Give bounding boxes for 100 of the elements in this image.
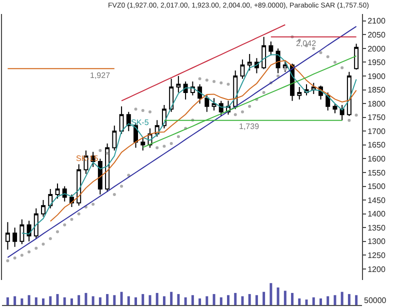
y-tick-label: 1850	[368, 86, 386, 95]
bar	[20, 298, 24, 305]
bar	[348, 294, 350, 305]
point	[112, 193, 116, 196]
candlestick	[204, 94, 210, 112]
bar	[70, 298, 73, 305]
bar	[284, 290, 286, 305]
point	[226, 82, 230, 86]
point	[276, 74, 280, 78]
point	[48, 237, 52, 240]
bar	[319, 298, 322, 305]
bar	[42, 298, 45, 305]
point	[212, 80, 216, 84]
y-tick-label: 1250	[368, 250, 386, 260]
bar	[6, 297, 9, 305]
text: 50000	[364, 296, 387, 305]
point	[148, 110, 152, 114]
candlestick	[140, 138, 146, 151]
bar	[191, 295, 194, 305]
bar	[355, 295, 358, 305]
bar	[184, 297, 187, 305]
bar	[276, 287, 280, 305]
bar	[98, 297, 102, 305]
bar	[170, 292, 173, 305]
bar	[291, 292, 294, 305]
point	[20, 254, 24, 257]
y-tick-label: 1450	[368, 196, 386, 205]
bar	[148, 295, 152, 305]
bar	[255, 295, 258, 305]
candlestick	[240, 58, 245, 80]
bar	[28, 295, 30, 305]
candlestick	[112, 125, 117, 151]
y-tick-label: 1300	[368, 237, 386, 246]
bar	[134, 297, 137, 305]
y-tick-label: 1350	[368, 223, 386, 232]
bar	[234, 292, 237, 305]
y-tick-label: 1800	[368, 99, 386, 108]
candlestick	[176, 76, 181, 94]
candlestick	[332, 103, 338, 114]
candlestick	[282, 60, 288, 72]
point	[248, 104, 252, 108]
bar	[241, 296, 244, 305]
candlestick	[26, 220, 32, 242]
point	[120, 184, 124, 188]
bar	[106, 294, 109, 305]
point	[92, 202, 95, 206]
candlestick	[169, 78, 174, 112]
bar	[34, 297, 38, 305]
y-tick-label: 1550	[368, 168, 386, 178]
point	[234, 113, 237, 116]
bar	[162, 296, 166, 305]
point	[176, 135, 180, 138]
point	[34, 246, 38, 250]
bar	[63, 297, 66, 305]
candlestick	[5, 222, 10, 250]
candlestick	[346, 71, 352, 116]
y-tick-label: 1750	[368, 113, 386, 122]
y-tick-label: 1700	[368, 126, 386, 136]
point	[262, 91, 266, 94]
point	[98, 148, 102, 152]
point	[333, 60, 336, 64]
annotation: 2,042	[296, 39, 317, 48]
point	[319, 51, 322, 54]
point	[42, 242, 45, 246]
bar	[312, 297, 315, 305]
point	[156, 146, 159, 150]
candlestick	[262, 36, 266, 70]
bar	[14, 296, 16, 305]
y-tick-label: 2100	[368, 16, 386, 26]
bar	[92, 296, 94, 305]
bar	[212, 294, 216, 305]
bar	[262, 292, 266, 305]
line-series	[121, 24, 286, 102]
point	[240, 110, 244, 114]
y-tick-label: 1200	[368, 264, 386, 274]
bar	[248, 294, 251, 305]
candlestick	[218, 100, 224, 116]
point	[141, 108, 144, 112]
bar	[142, 294, 144, 305]
bar	[326, 296, 330, 305]
y-tick-label: 1600	[368, 154, 386, 164]
series-label: SK-5	[131, 118, 150, 127]
candlestick	[326, 92, 330, 111]
candlestick	[34, 208, 38, 240]
y-tick-label: 1900	[368, 72, 386, 81]
y-tick-label: 2000	[368, 44, 386, 54]
point	[348, 118, 351, 122]
bar	[198, 298, 202, 305]
candlestick	[55, 183, 60, 200]
point	[205, 78, 208, 82]
bar	[227, 295, 230, 305]
bar	[120, 292, 123, 305]
bar	[113, 295, 116, 305]
point	[70, 218, 74, 221]
line-series	[7, 26, 357, 258]
bar	[156, 292, 158, 305]
candlestick	[41, 200, 46, 218]
bar	[305, 300, 308, 305]
bar	[127, 296, 130, 305]
annotation: 1,739	[239, 122, 260, 131]
